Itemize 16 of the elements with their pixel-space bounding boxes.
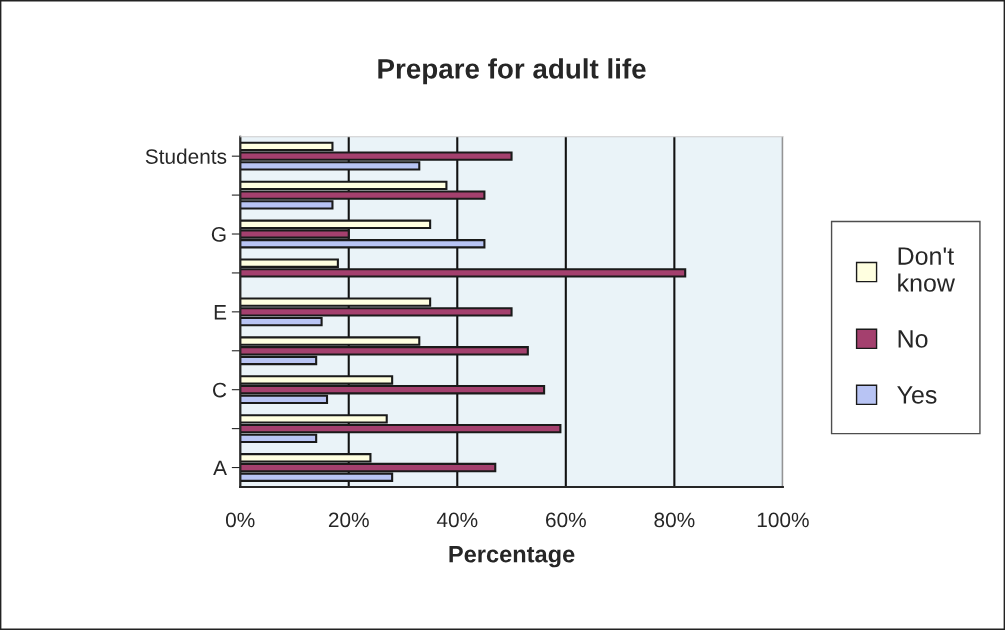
- y-tick-label: G: [211, 227, 226, 242]
- y-tick-label: Students: [145, 148, 227, 164]
- legend-label: No: [898, 330, 928, 348]
- x-tick-label: 80%: [654, 512, 695, 528]
- x-tick-label: 100%: [757, 512, 809, 528]
- chart-title: Prepare for adult life: [378, 58, 646, 85]
- x-tick-label: 20%: [328, 512, 369, 528]
- legend-label: Yes: [897, 386, 937, 404]
- x-tick-label: 0%: [225, 512, 255, 528]
- y-tick-label: E: [214, 305, 227, 320]
- y-tick-label: C: [213, 382, 227, 398]
- legend-label: Don't know: [898, 247, 955, 292]
- x-tick-label: 60%: [546, 512, 586, 528]
- y-tick-label: A: [213, 460, 227, 476]
- x-axis-title: Percentage: [449, 546, 575, 568]
- x-tick-label: 40%: [436, 512, 478, 528]
